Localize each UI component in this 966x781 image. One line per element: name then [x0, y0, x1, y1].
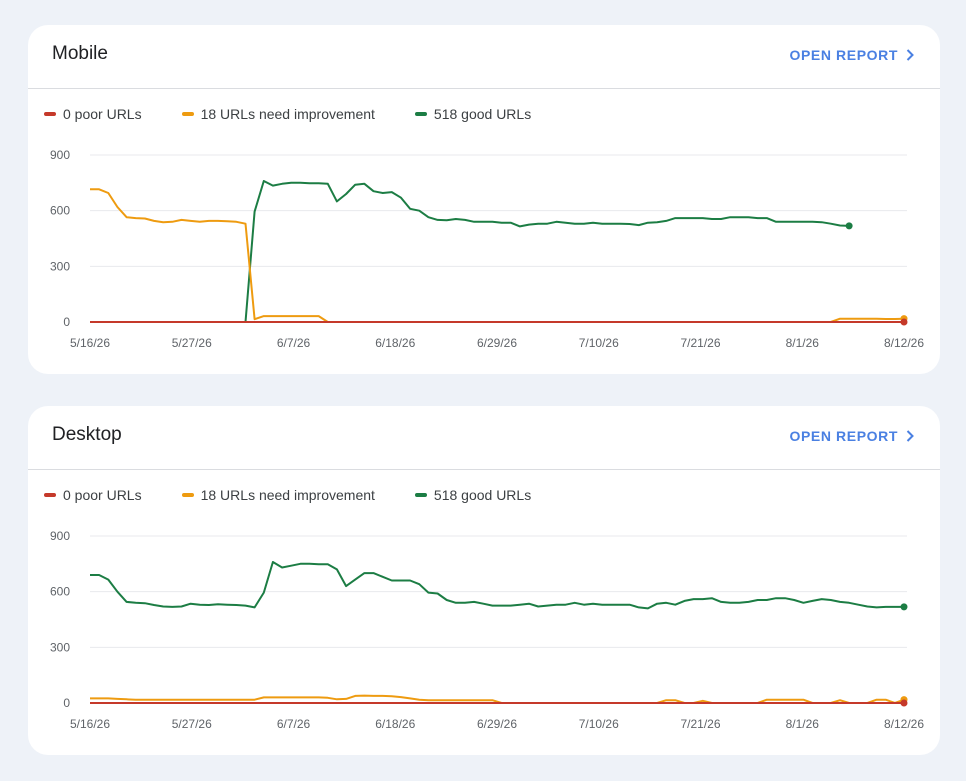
x-tick-label: 5/16/26	[70, 717, 110, 731]
good-series-line	[90, 180, 850, 323]
legend-swatch-needs-improvement	[181, 493, 194, 497]
desktop-line-chart: 0 300 600 900 5/16/26 5/27/26 6/7/26 6/18/26 6/2…	[50, 529, 924, 731]
legend-label-poor: 0 poor URLs	[63, 487, 142, 503]
desktop-card: Desktop OPEN REPORT 0 poor URLs 18 URLs …	[28, 406, 940, 755]
legend-swatch-good	[414, 493, 427, 497]
good-series-end-point	[845, 222, 853, 230]
legend-label-good: 518 good URLs	[433, 487, 532, 503]
legend-swatch-good	[414, 112, 427, 116]
needs-improvement-series-line	[90, 694, 905, 704]
legend-swatch-poor	[44, 112, 56, 116]
legend-label-needs-improvement: 18 URLs need improvement	[200, 106, 375, 122]
legend-swatch-needs-improvement	[181, 112, 194, 116]
mobile-card-title: Mobile	[52, 43, 108, 64]
desktop-card-header: Desktop OPEN REPORT	[28, 406, 940, 470]
mobile-card: Mobile OPEN REPORT 0 poor URLs 18 URLs n…	[28, 25, 940, 374]
legend-item-good[interactable]: 518 good URLs	[414, 487, 532, 503]
desktop-card-title: Desktop	[52, 424, 122, 445]
good-series-end-point	[900, 603, 908, 611]
x-tick-label: 6/7/26	[277, 717, 311, 731]
mobile-open-report-link[interactable]: OPEN REPORT	[789, 47, 914, 63]
y-tick-label: 0	[63, 696, 70, 710]
open-report-label: OPEN REPORT	[789, 47, 898, 63]
x-tick-label: 7/21/26	[680, 717, 720, 731]
x-tick-label: 8/1/26	[786, 336, 820, 350]
x-tick-label: 5/27/26	[172, 336, 212, 350]
chevron-right-icon	[906, 430, 914, 442]
y-tick-label: 300	[50, 640, 70, 654]
x-tick-label: 6/18/26	[375, 336, 415, 350]
x-tick-label: 6/7/26	[277, 336, 311, 350]
x-tick-label: 7/10/26	[579, 717, 619, 731]
y-tick-label: 600	[50, 204, 70, 218]
x-tick-label: 8/12/26	[884, 336, 924, 350]
mobile-line-chart: 0 300 600 900 5/16/26 5/27/26 6/7/26 6/18/26 6/2…	[50, 148, 924, 350]
x-tick-label: 7/21/26	[680, 336, 720, 350]
desktop-open-report-link[interactable]: OPEN REPORT	[789, 428, 914, 444]
poor-series-end-point	[900, 318, 908, 326]
mobile-legend: 0 poor URLs 18 URLs need improvement 518…	[44, 106, 571, 122]
y-tick-label: 900	[50, 529, 70, 543]
x-tick-label: 6/18/26	[375, 717, 415, 731]
legend-swatch-poor	[44, 493, 56, 497]
x-tick-label: 6/29/26	[477, 336, 517, 350]
x-tick-label: 6/29/26	[477, 717, 517, 731]
legend-item-needs-improvement[interactable]: 18 URLs need improvement	[181, 106, 375, 122]
legend-item-needs-improvement[interactable]: 18 URLs need improvement	[181, 487, 375, 503]
x-tick-label: 5/16/26	[70, 336, 110, 350]
legend-label-good: 518 good URLs	[433, 106, 532, 122]
chevron-right-icon	[906, 49, 914, 61]
y-tick-label: 300	[50, 259, 70, 273]
x-tick-label: 8/1/26	[786, 717, 820, 731]
needs-improvement-series-line	[90, 188, 905, 323]
legend-item-poor[interactable]: 0 poor URLs	[44, 487, 142, 503]
desktop-legend: 0 poor URLs 18 URLs need improvement 518…	[44, 487, 571, 503]
legend-label-poor: 0 poor URLs	[63, 106, 142, 122]
x-tick-label: 7/10/26	[579, 336, 619, 350]
legend-label-needs-improvement: 18 URLs need improvement	[200, 487, 375, 503]
legend-item-good[interactable]: 518 good URLs	[414, 106, 532, 122]
mobile-card-header: Mobile OPEN REPORT	[28, 25, 940, 89]
legend-item-poor[interactable]: 0 poor URLs	[44, 106, 142, 122]
y-tick-label: 600	[50, 585, 70, 599]
poor-series-end-point	[900, 699, 908, 707]
y-tick-label: 0	[63, 315, 70, 329]
x-tick-label: 5/27/26	[172, 717, 212, 731]
good-series-line	[90, 561, 904, 610]
y-tick-label: 900	[50, 148, 70, 162]
open-report-label: OPEN REPORT	[789, 428, 898, 444]
x-tick-label: 8/12/26	[884, 717, 924, 731]
